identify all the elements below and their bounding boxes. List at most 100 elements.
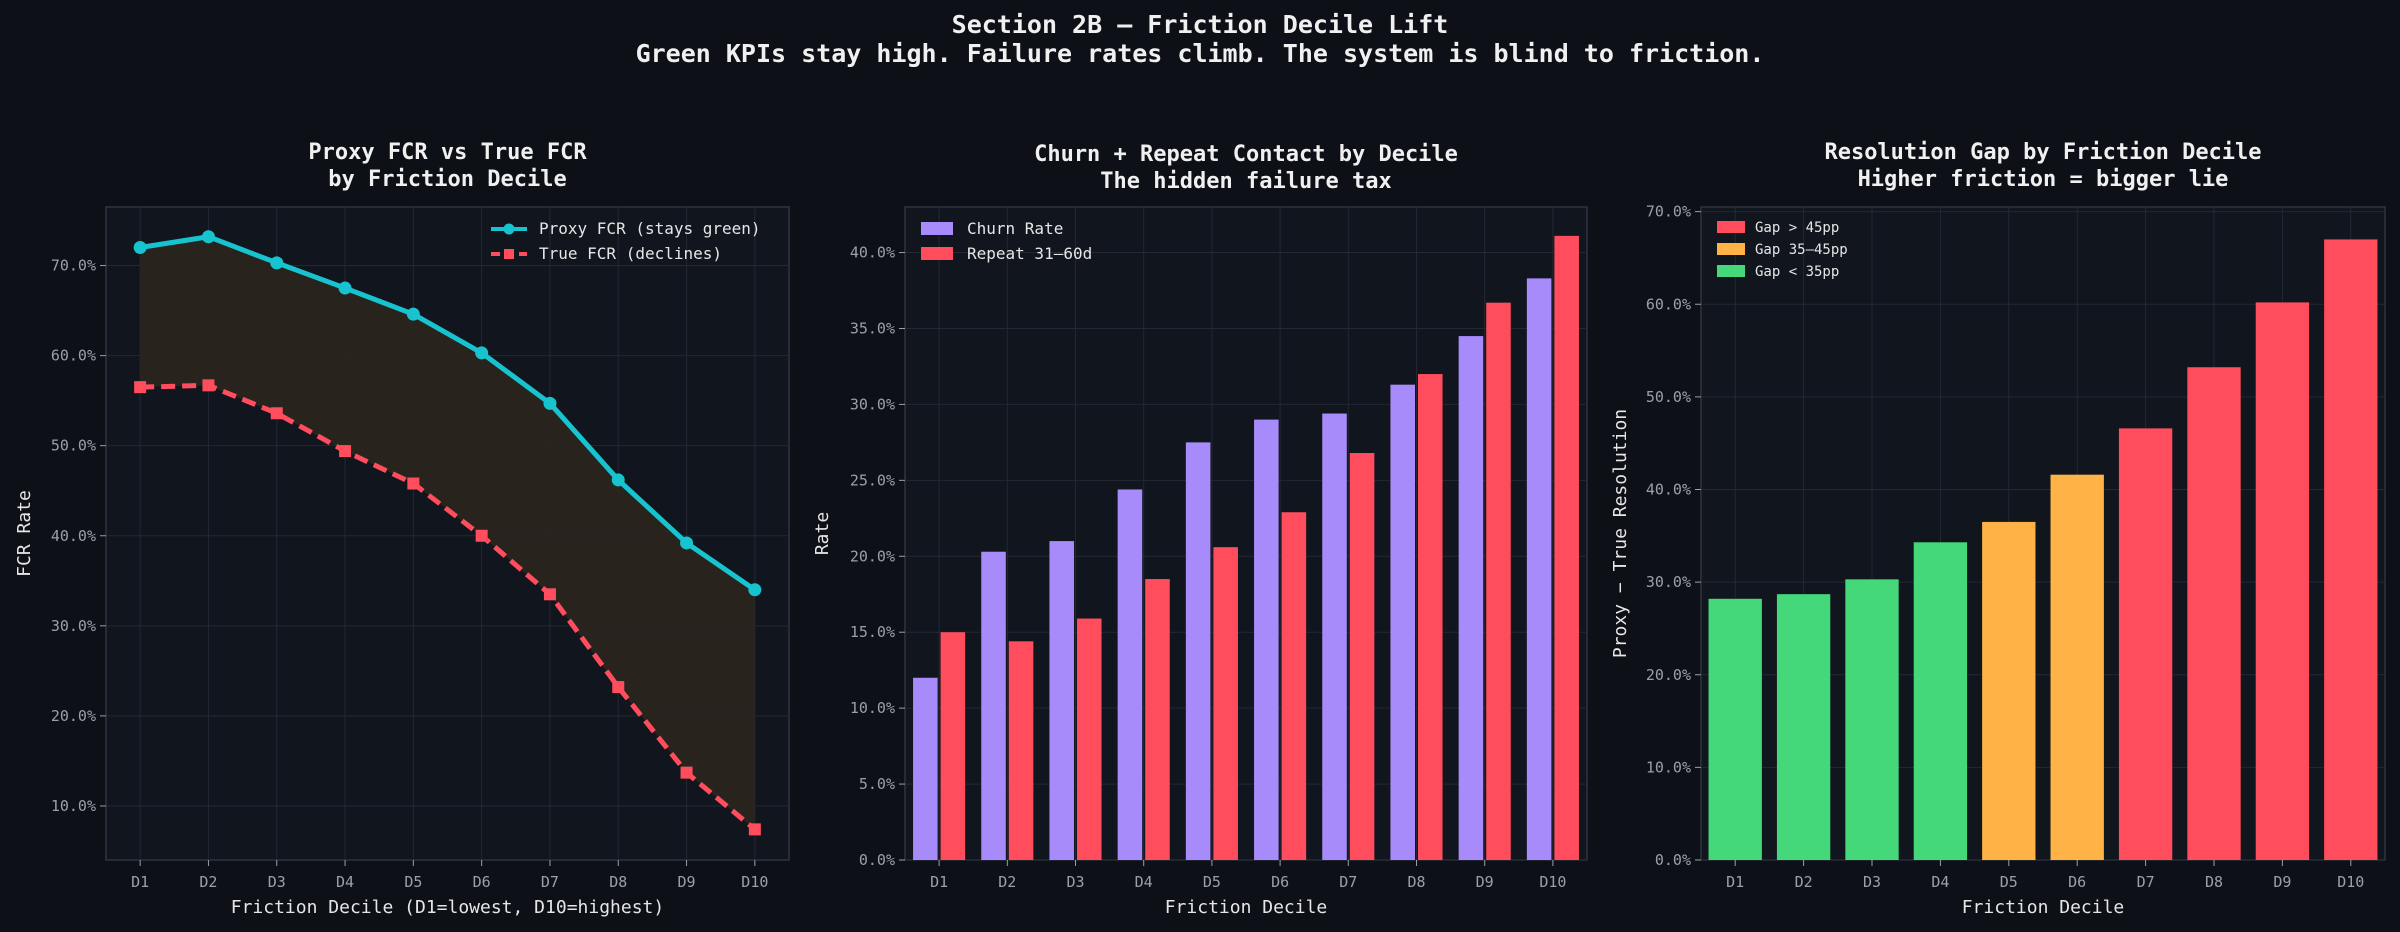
x-tick-label: D7 <box>2137 873 2155 891</box>
y-tick-label: 25.0% <box>850 471 895 489</box>
figure-title: Section 2B — Friction Decile Lift <box>951 10 1449 39</box>
x-tick-label: D4 <box>1931 873 1949 891</box>
resolution-gap-bar <box>2255 302 2310 860</box>
legend-label: True FCR (declines) <box>539 244 722 263</box>
x-tick-label: D8 <box>609 873 627 891</box>
resolution-gap-bar <box>1913 542 1968 860</box>
true-fcr-point <box>407 477 420 490</box>
y-tick-label: 40.0% <box>850 244 895 262</box>
y-tick-label: 40.0% <box>1646 481 1691 499</box>
gap-shaded-area <box>140 236 755 830</box>
churn-rate-bar <box>981 551 1006 860</box>
y-tick-label: 0.0% <box>859 851 895 869</box>
resolution-gap-bar <box>2050 474 2104 860</box>
true-fcr-point <box>339 445 352 458</box>
repeat-contact-bar <box>1418 374 1443 860</box>
repeat-contact-bar <box>1213 547 1238 860</box>
y-tick-label: 30.0% <box>51 617 96 635</box>
x-tick-label: D3 <box>268 873 286 891</box>
x-tick-label: D1 <box>131 873 149 891</box>
repeat-contact-bar <box>1008 641 1034 860</box>
y-tick-label: 50.0% <box>51 437 96 455</box>
proxy-fcr-line <box>139 234 757 592</box>
proxy-fcr-point <box>680 536 694 550</box>
x-tick-label: D6 <box>473 873 491 891</box>
x-tick-label: D3 <box>1066 873 1084 891</box>
resolution-gap-bar <box>1982 521 2036 860</box>
repeat-contact-bar <box>1349 453 1375 860</box>
y-tick-label: 20.0% <box>51 707 96 725</box>
y-tick-label: 50.0% <box>1646 388 1691 406</box>
y-tick-label: 10.0% <box>850 699 895 717</box>
repeat-contact-bar <box>940 632 966 860</box>
true-fcr-point <box>475 529 488 542</box>
chart-title-line: Higher friction = bigger lie <box>1858 167 2229 192</box>
y-tick-label: 10.0% <box>1646 758 1691 776</box>
figure-subtitle: Green KPIs stay high. Failure rates clim… <box>635 39 1765 68</box>
legend-swatch <box>921 222 953 235</box>
legend-label: Gap 35–45pp <box>1755 242 1848 258</box>
x-tick-label: D8 <box>1407 873 1425 891</box>
churn-rate-bar <box>1322 413 1347 860</box>
y-axis-label: Proxy − True Resolution <box>1610 409 1631 658</box>
legend-label: Gap > 45pp <box>1755 220 1839 236</box>
y-tick-label: 40.0% <box>51 527 96 545</box>
legend-label: Repeat 31–60d <box>967 244 1092 263</box>
x-tick-label: D2 <box>199 873 217 891</box>
x-tick-label: D9 <box>1476 873 1494 891</box>
y-tick-label: 30.0% <box>850 395 895 413</box>
true-fcr-point <box>612 681 625 694</box>
churn-rate-bar <box>1049 541 1074 860</box>
chart-title-line: Resolution Gap by Friction Decile <box>1824 140 2261 165</box>
chart-title-line: The hidden failure tax <box>1100 169 1391 194</box>
legend-swatch <box>1717 265 1745 277</box>
x-axis-label: Friction Decile <box>1165 897 1328 918</box>
churn-rate-bar <box>1390 384 1415 860</box>
x-tick-label: D10 <box>1539 873 1566 891</box>
x-tick-label: D9 <box>2273 873 2291 891</box>
proxy-fcr-point <box>611 473 625 487</box>
true-fcr-point <box>748 823 761 836</box>
legend-swatch-marker <box>503 223 515 235</box>
y-axis-label: FCR Rate <box>14 490 35 577</box>
legend-swatch <box>1717 243 1745 255</box>
x-axis-label: Friction Decile <box>1962 897 2125 918</box>
proxy-fcr-point <box>543 396 557 410</box>
resolution-gap-bar <box>2187 367 2241 860</box>
x-tick-label: D6 <box>2068 873 2086 891</box>
churn-rate-bar <box>1117 489 1143 860</box>
x-tick-label: D1 <box>1726 873 1744 891</box>
y-tick-label: 20.0% <box>1646 666 1691 684</box>
proxy-fcr-point <box>406 307 420 321</box>
y-axis-label: Rate <box>812 512 833 555</box>
resolution-gap-bar <box>2118 428 2173 860</box>
y-tick-label: 70.0% <box>1646 203 1691 221</box>
proxy-fcr-point <box>748 583 762 597</box>
true-fcr-point <box>680 766 693 779</box>
legend-swatch <box>1717 221 1745 233</box>
legend-label: Gap < 35pp <box>1755 264 1839 280</box>
x-tick-label: D7 <box>541 873 559 891</box>
x-tick-label: D3 <box>1863 873 1881 891</box>
legend-label: Churn Rate <box>967 219 1063 238</box>
true-fcr-point <box>543 588 556 601</box>
true-fcr-point <box>202 379 215 392</box>
y-tick-label: 0.0% <box>1655 851 1691 869</box>
x-tick-label: D5 <box>2000 873 2018 891</box>
proxy-fcr-point <box>270 256 284 270</box>
x-tick-label: D10 <box>741 873 768 891</box>
x-axis-label: Friction Decile (D1=lowest, D10=highest) <box>231 897 664 918</box>
x-tick-label: D7 <box>1339 873 1357 891</box>
y-tick-label: 35.0% <box>850 319 895 337</box>
x-tick-label: D1 <box>930 873 948 891</box>
repeat-contact-bar <box>1486 302 1511 860</box>
resolution-gap-bar <box>2324 239 2378 860</box>
proxy-fcr-point <box>475 346 489 360</box>
churn-rate-bar <box>1458 336 1484 860</box>
x-tick-label: D6 <box>1271 873 1289 891</box>
x-tick-label: D8 <box>2205 873 2223 891</box>
x-tick-label: D2 <box>1795 873 1813 891</box>
